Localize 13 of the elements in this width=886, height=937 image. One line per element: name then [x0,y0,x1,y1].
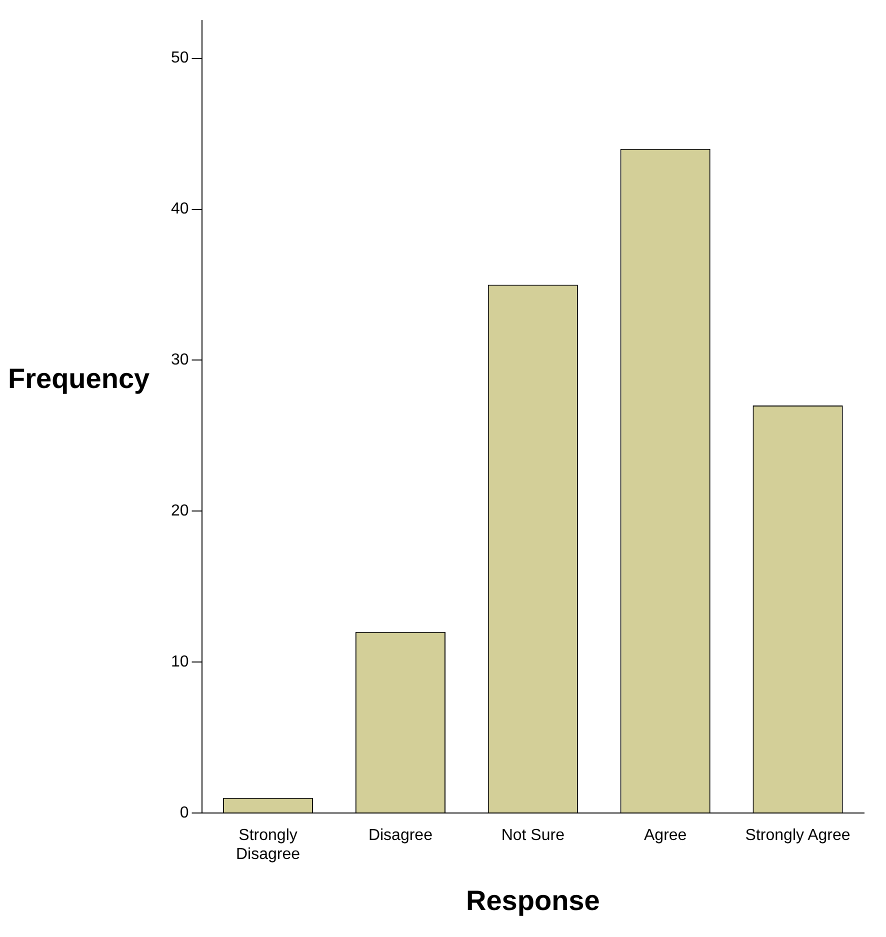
x-tick-label: Agree [644,827,687,844]
y-tick-label: 20 [171,502,189,520]
x-tick-label: Not Sure [501,827,565,844]
y-tick-label: 0 [180,804,189,822]
x-tick-label: Disagree [368,827,433,844]
x-tick-label: Strongly Disagree [236,827,300,864]
x-axis-title: Response [466,884,600,916]
y-tick-label: 30 [171,352,189,369]
y-tick-label: 40 [171,200,189,218]
y-axis-title: Frequency [8,362,151,395]
y-tick-label: 50 [171,50,189,67]
y-tick-label: 10 [171,653,189,670]
x-tick-label: Strongly Agree [745,827,850,844]
